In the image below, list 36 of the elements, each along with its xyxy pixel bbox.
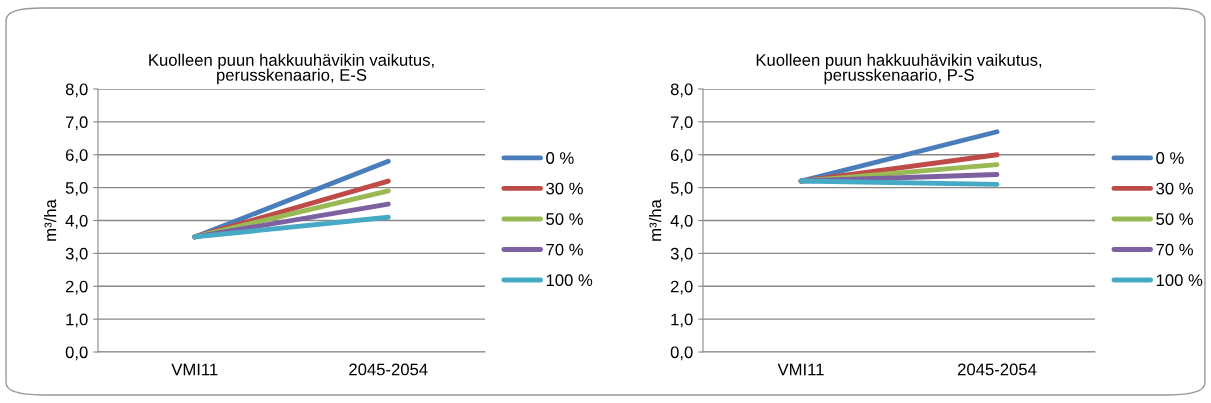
legend-label: 0 %	[1156, 152, 1184, 164]
legend-label: 100 %	[1156, 274, 1203, 287]
legend-label: 70 %	[546, 243, 583, 256]
y-tick-label: 3,0	[65, 247, 88, 262]
legend-label: 50 %	[546, 213, 583, 225]
y-tick-label: 2,0	[670, 280, 693, 295]
y-tick-label: 7,0	[670, 116, 693, 131]
y-tick-label: 3,0	[670, 247, 693, 262]
y-tick-label: 6,0	[670, 149, 693, 163]
x-tick-label: 2045-2054	[349, 363, 428, 376]
y-tick-label: 2,0	[65, 280, 88, 295]
legend-label: 50 %	[1156, 213, 1193, 225]
y-tick-label: 8,0	[670, 83, 693, 98]
legend-label: 100 %	[546, 274, 593, 287]
y-axis-title: m³/ha	[44, 199, 57, 241]
chart-title: Kuolleen puun hakkuuhävikin vaikutus, perusskenaario, E-S	[149, 53, 434, 85]
legend-label: 0 %	[546, 152, 574, 164]
y-tick-label: 4,0	[670, 214, 693, 229]
y-tick-label: 1,0	[671, 313, 693, 328]
y-tick-label: 8,0	[65, 83, 88, 98]
y-tick-label: 1,0	[66, 313, 88, 328]
y-tick-label: 7,0	[65, 116, 88, 131]
chart-title: Kuolleen puun hakkuuhävikin vaikutus, perusskenaario, P-S	[756, 53, 1042, 85]
y-tick-label: 0,0	[65, 346, 88, 361]
legend-label: 30 %	[546, 182, 583, 195]
legend-label: 70 %	[1156, 243, 1193, 256]
x-tick-label: VMI11	[777, 363, 824, 376]
y-tick-label: 0,0	[670, 346, 693, 361]
legend-label: 30 %	[1156, 182, 1193, 195]
y-tick-label: 4,0	[65, 214, 88, 229]
x-tick-label: VMI11	[171, 363, 218, 376]
y-tick-label: 5,0	[65, 182, 88, 196]
y-tick-label: 5,0	[670, 182, 693, 196]
x-tick-label: 2045-2054	[957, 363, 1037, 376]
y-axis-title: m³/ha	[649, 199, 662, 241]
y-tick-label: 6,0	[65, 149, 88, 163]
